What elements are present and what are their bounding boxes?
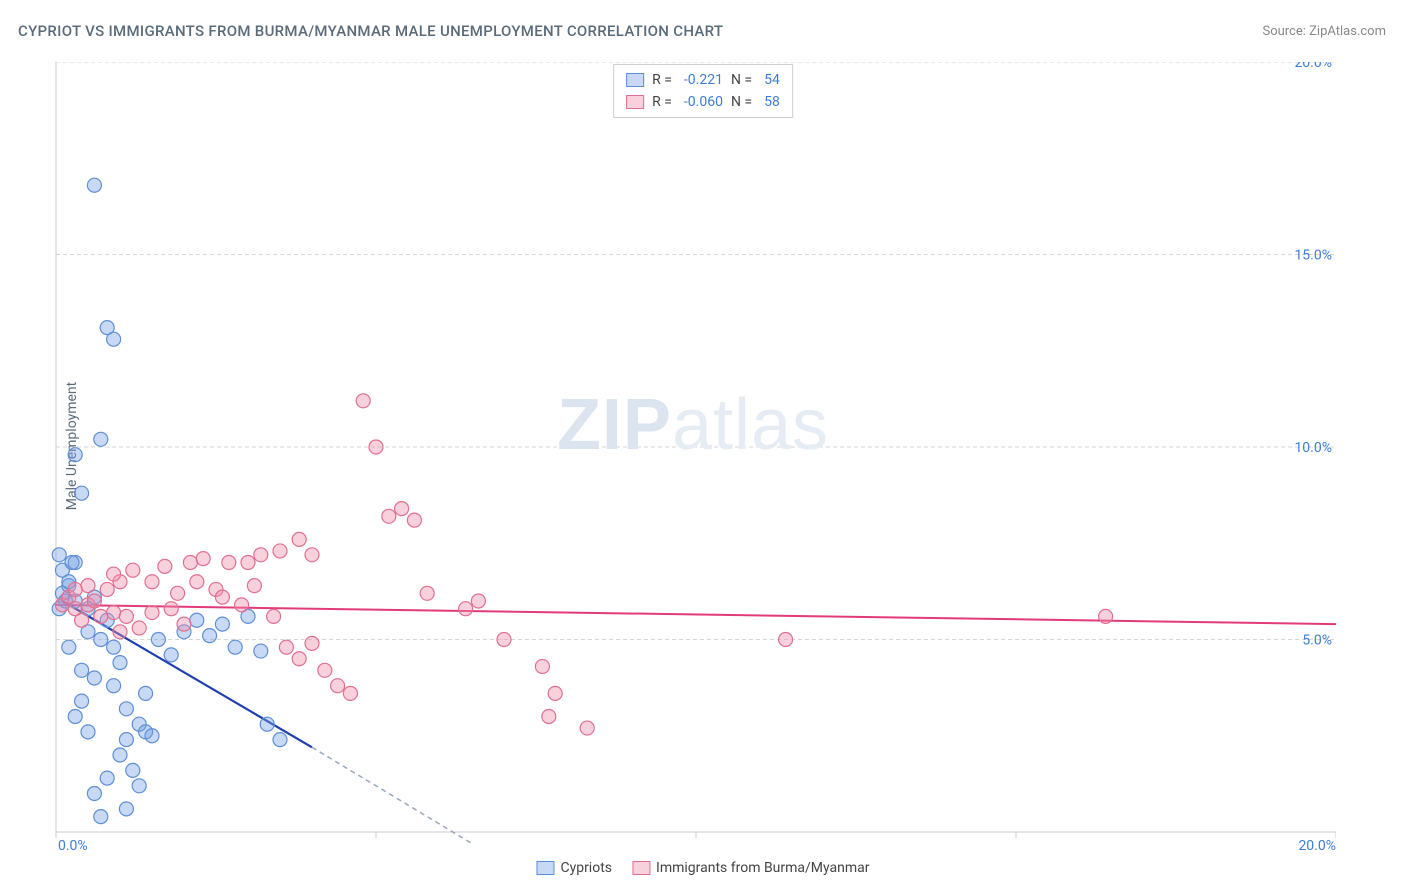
legend-top-row-a: R = -0.221 N = 54 (626, 69, 780, 91)
legend-label-a: Cypriots (560, 860, 612, 876)
legend-n-label: N = (731, 91, 752, 113)
source-link[interactable]: ZipAtlas.com (1309, 24, 1386, 39)
chart-area: ZIPatlas 0.0%20.0%5.0%10.0%15.0%20.0% (50, 62, 1336, 852)
legend-top: R = -0.221 N = 54 R = -0.060 N = 58 (613, 64, 793, 118)
legend-swatch-b (632, 861, 650, 875)
legend-top-row-b: R = -0.060 N = 58 (626, 91, 780, 113)
legend-swatch-a (536, 861, 554, 875)
svg-text:5.0%: 5.0% (1302, 633, 1332, 649)
legend-bottom-item-a: Cypriots (536, 860, 612, 876)
source-attribution: Source: ZipAtlas.com (1262, 24, 1386, 39)
legend-swatch-a (626, 73, 644, 87)
svg-text:20.0%: 20.0% (1294, 62, 1332, 71)
legend-n-value-b: 58 (764, 91, 780, 113)
legend-bottom-item-b: Immigrants from Burma/Myanmar (632, 860, 870, 876)
legend-n-value-a: 54 (764, 69, 780, 91)
legend-swatch-b (626, 95, 644, 109)
source-prefix: Source: (1262, 24, 1309, 39)
legend-r-value-b: -0.060 (684, 91, 723, 113)
chart-title: CYPRIOT VS IMMIGRANTS FROM BURMA/MYANMAR… (18, 22, 723, 40)
scatter-chart: 0.0% 20.0% 5.0% 10.0% 15.0% 20.0% (50, 62, 1336, 852)
svg-text:10.0%: 10.0% (1294, 440, 1332, 456)
legend-r-value-a: -0.221 (684, 69, 723, 91)
legend-r-label: R = (652, 69, 672, 91)
svg-text:20.0%: 20.0% (1298, 838, 1336, 852)
svg-text:15.0%: 15.0% (1294, 248, 1332, 264)
legend-r-label: R = (652, 91, 672, 113)
legend-n-label: N = (731, 69, 752, 91)
legend-label-b: Immigrants from Burma/Myanmar (656, 860, 870, 876)
legend-bottom: Cypriots Immigrants from Burma/Myanmar (536, 860, 869, 876)
svg-text:0.0%: 0.0% (58, 838, 88, 852)
